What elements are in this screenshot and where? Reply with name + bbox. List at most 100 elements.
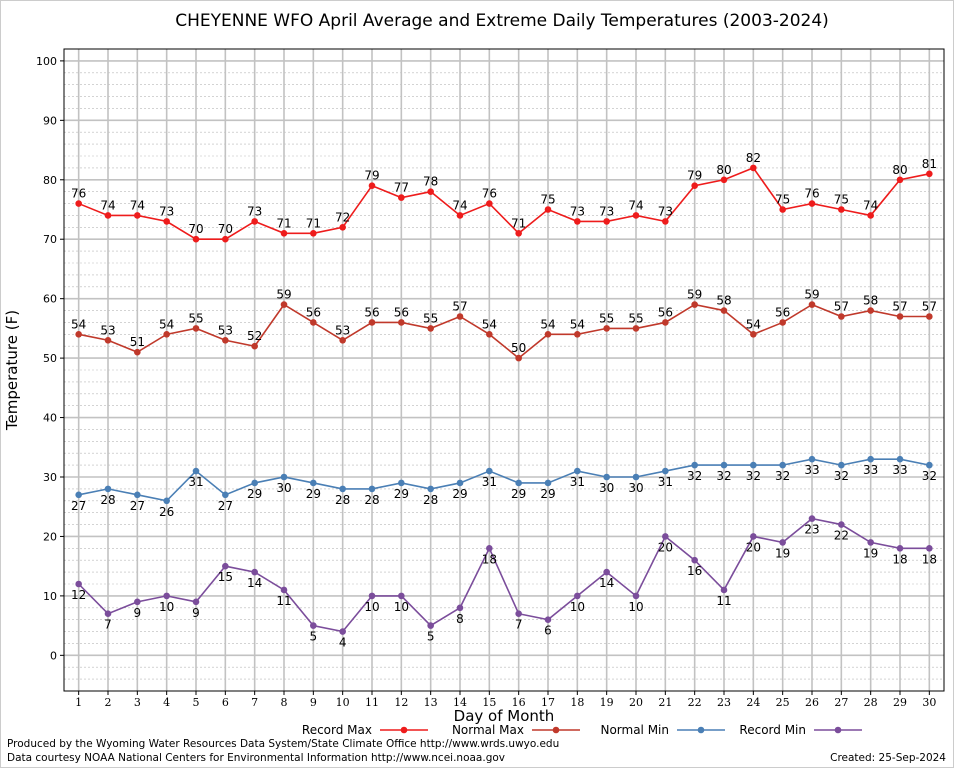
x-tick-label: 29 [893,696,907,709]
data-point [368,592,376,600]
data-label: 79 [687,169,702,183]
data-point [75,331,82,338]
data-point [632,212,640,219]
data-label: 80 [892,163,907,177]
data-label: 31 [188,475,203,489]
y-tick-label: 40 [43,412,57,425]
data-point [896,545,904,552]
data-point [339,485,346,493]
data-point [222,491,229,499]
data-point [427,325,434,332]
data-point [896,176,904,184]
data-point [310,479,317,487]
data-label: 73 [159,204,174,218]
data-label: 30 [276,481,291,495]
data-label: 10 [394,600,409,614]
data-label: 57 [834,300,849,314]
data-point [574,331,581,338]
data-point [750,164,757,172]
data-label: 27 [71,499,86,513]
data-point [926,545,933,552]
data-label: 73 [570,204,585,218]
data-label: 29 [540,487,555,501]
data-point [486,331,493,338]
data-label: 6 [544,624,552,638]
data-point [574,467,581,475]
y-tick-label: 20 [43,530,57,543]
data-label: 74 [863,198,878,212]
data-point [515,479,522,487]
y-tick-label: 10 [43,590,57,603]
data-point [603,218,610,225]
data-point [603,473,610,481]
data-point [251,479,258,487]
data-label: 32 [922,469,937,483]
footer-produced-by: Produced by the Wyoming Water Resources … [7,738,560,750]
data-label: 56 [658,305,673,319]
data-label: 74 [130,198,145,212]
data-point [222,336,229,344]
x-tick-label: 17 [541,696,555,709]
data-point [427,188,434,195]
data-point [691,301,698,308]
data-point [808,455,816,463]
data-point [544,616,552,623]
data-label: 29 [511,487,526,501]
data-label: 23 [804,523,819,537]
data-point [691,461,698,469]
data-label: 57 [452,300,467,314]
data-point [779,206,786,213]
data-label: 73 [658,204,673,218]
data-label: 33 [892,463,907,477]
data-label: 29 [247,487,262,501]
data-label: 28 [364,493,379,507]
data-label: 12 [71,588,86,602]
series-line [78,166,930,241]
data-point [720,461,728,469]
x-tick-label: 30 [922,696,936,709]
data-point [750,331,757,338]
data-label: 19 [863,546,878,560]
data-point [926,461,933,469]
x-tick-label: 25 [776,696,790,709]
legend-marker [697,726,705,734]
data-label: 54 [746,317,761,331]
data-label: 80 [716,163,731,177]
y-axis-label: Temperature (F) [3,310,21,431]
data-point [750,461,757,469]
data-label: 9 [192,606,200,620]
data-point [134,598,141,606]
data-label: 29 [394,487,409,501]
y-tick-label: 90 [43,114,57,127]
data-label: 28 [100,493,115,507]
data-point [456,313,464,320]
x-tick-label: 22 [688,696,702,709]
data-label: 26 [159,505,174,519]
data-point [163,218,170,225]
data-label: 59 [687,288,702,302]
series-line [78,458,930,502]
legend-label: Normal Min [600,723,669,737]
data-label: 82 [746,151,761,165]
data-point [808,200,816,207]
x-tick-label: 2 [105,696,112,709]
data-point [867,212,874,219]
data-label: 32 [834,469,849,483]
x-tick-label: 12 [394,696,408,709]
data-point [163,331,170,338]
x-tick-label: 13 [424,696,438,709]
data-label: 77 [394,181,409,195]
data-label: 31 [570,475,585,489]
data-point [662,533,669,540]
data-label: 56 [394,305,409,319]
data-label: 73 [599,204,614,218]
data-label: 27 [218,499,233,513]
data-point [398,479,405,487]
data-label: 70 [188,222,203,236]
x-tick-label: 15 [482,696,496,709]
data-point [251,218,258,225]
data-point [838,206,845,213]
y-tick-label: 50 [43,352,57,365]
